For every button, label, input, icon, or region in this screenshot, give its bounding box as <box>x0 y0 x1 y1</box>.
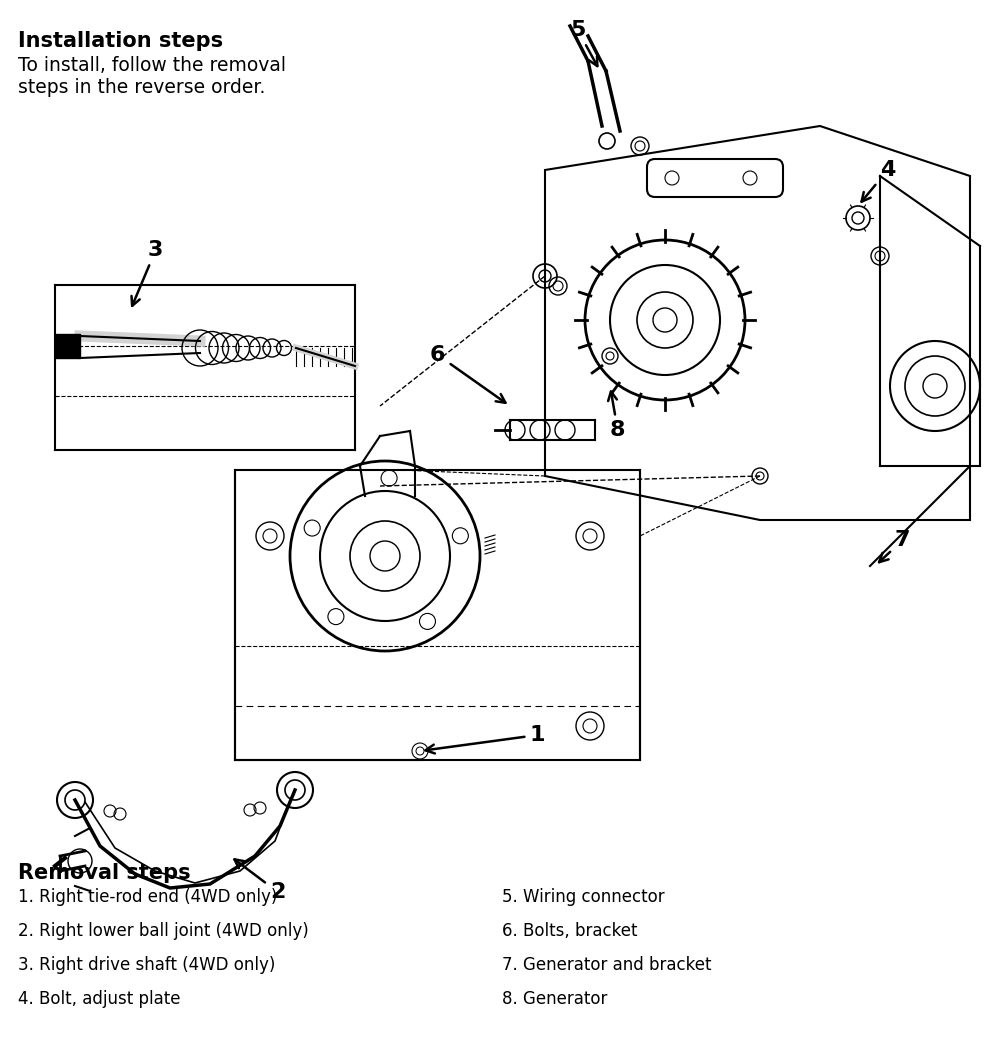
Text: 5. Wiring connector: 5. Wiring connector <box>502 888 665 906</box>
Text: 4: 4 <box>862 160 895 202</box>
Text: 3: 3 <box>132 240 163 305</box>
Text: To install, follow the removal
steps in the reverse order.: To install, follow the removal steps in … <box>18 56 286 97</box>
Text: 7. Generator and bracket: 7. Generator and bracket <box>502 956 712 974</box>
Text: 2. Right lower ball joint (4WD only): 2. Right lower ball joint (4WD only) <box>18 922 309 940</box>
Text: 5: 5 <box>570 20 597 66</box>
Text: 7: 7 <box>879 530 910 562</box>
Text: 8. Generator: 8. Generator <box>502 990 607 1008</box>
Text: Installation steps: Installation steps <box>18 31 223 51</box>
Text: 3. Right drive shaft (4WD only): 3. Right drive shaft (4WD only) <box>18 956 275 974</box>
Text: 8: 8 <box>608 391 626 440</box>
Text: 1: 1 <box>426 725 546 753</box>
Text: 6. Bolts, bracket: 6. Bolts, bracket <box>502 922 638 940</box>
Text: 6: 6 <box>430 345 505 403</box>
Text: 1. Right tie-rod end (4WD only): 1. Right tie-rod end (4WD only) <box>18 888 277 906</box>
Text: 4. Bolt, adjust plate: 4. Bolt, adjust plate <box>18 990 180 1008</box>
Text: 2: 2 <box>234 860 285 902</box>
Text: Removal steps: Removal steps <box>18 863 191 883</box>
